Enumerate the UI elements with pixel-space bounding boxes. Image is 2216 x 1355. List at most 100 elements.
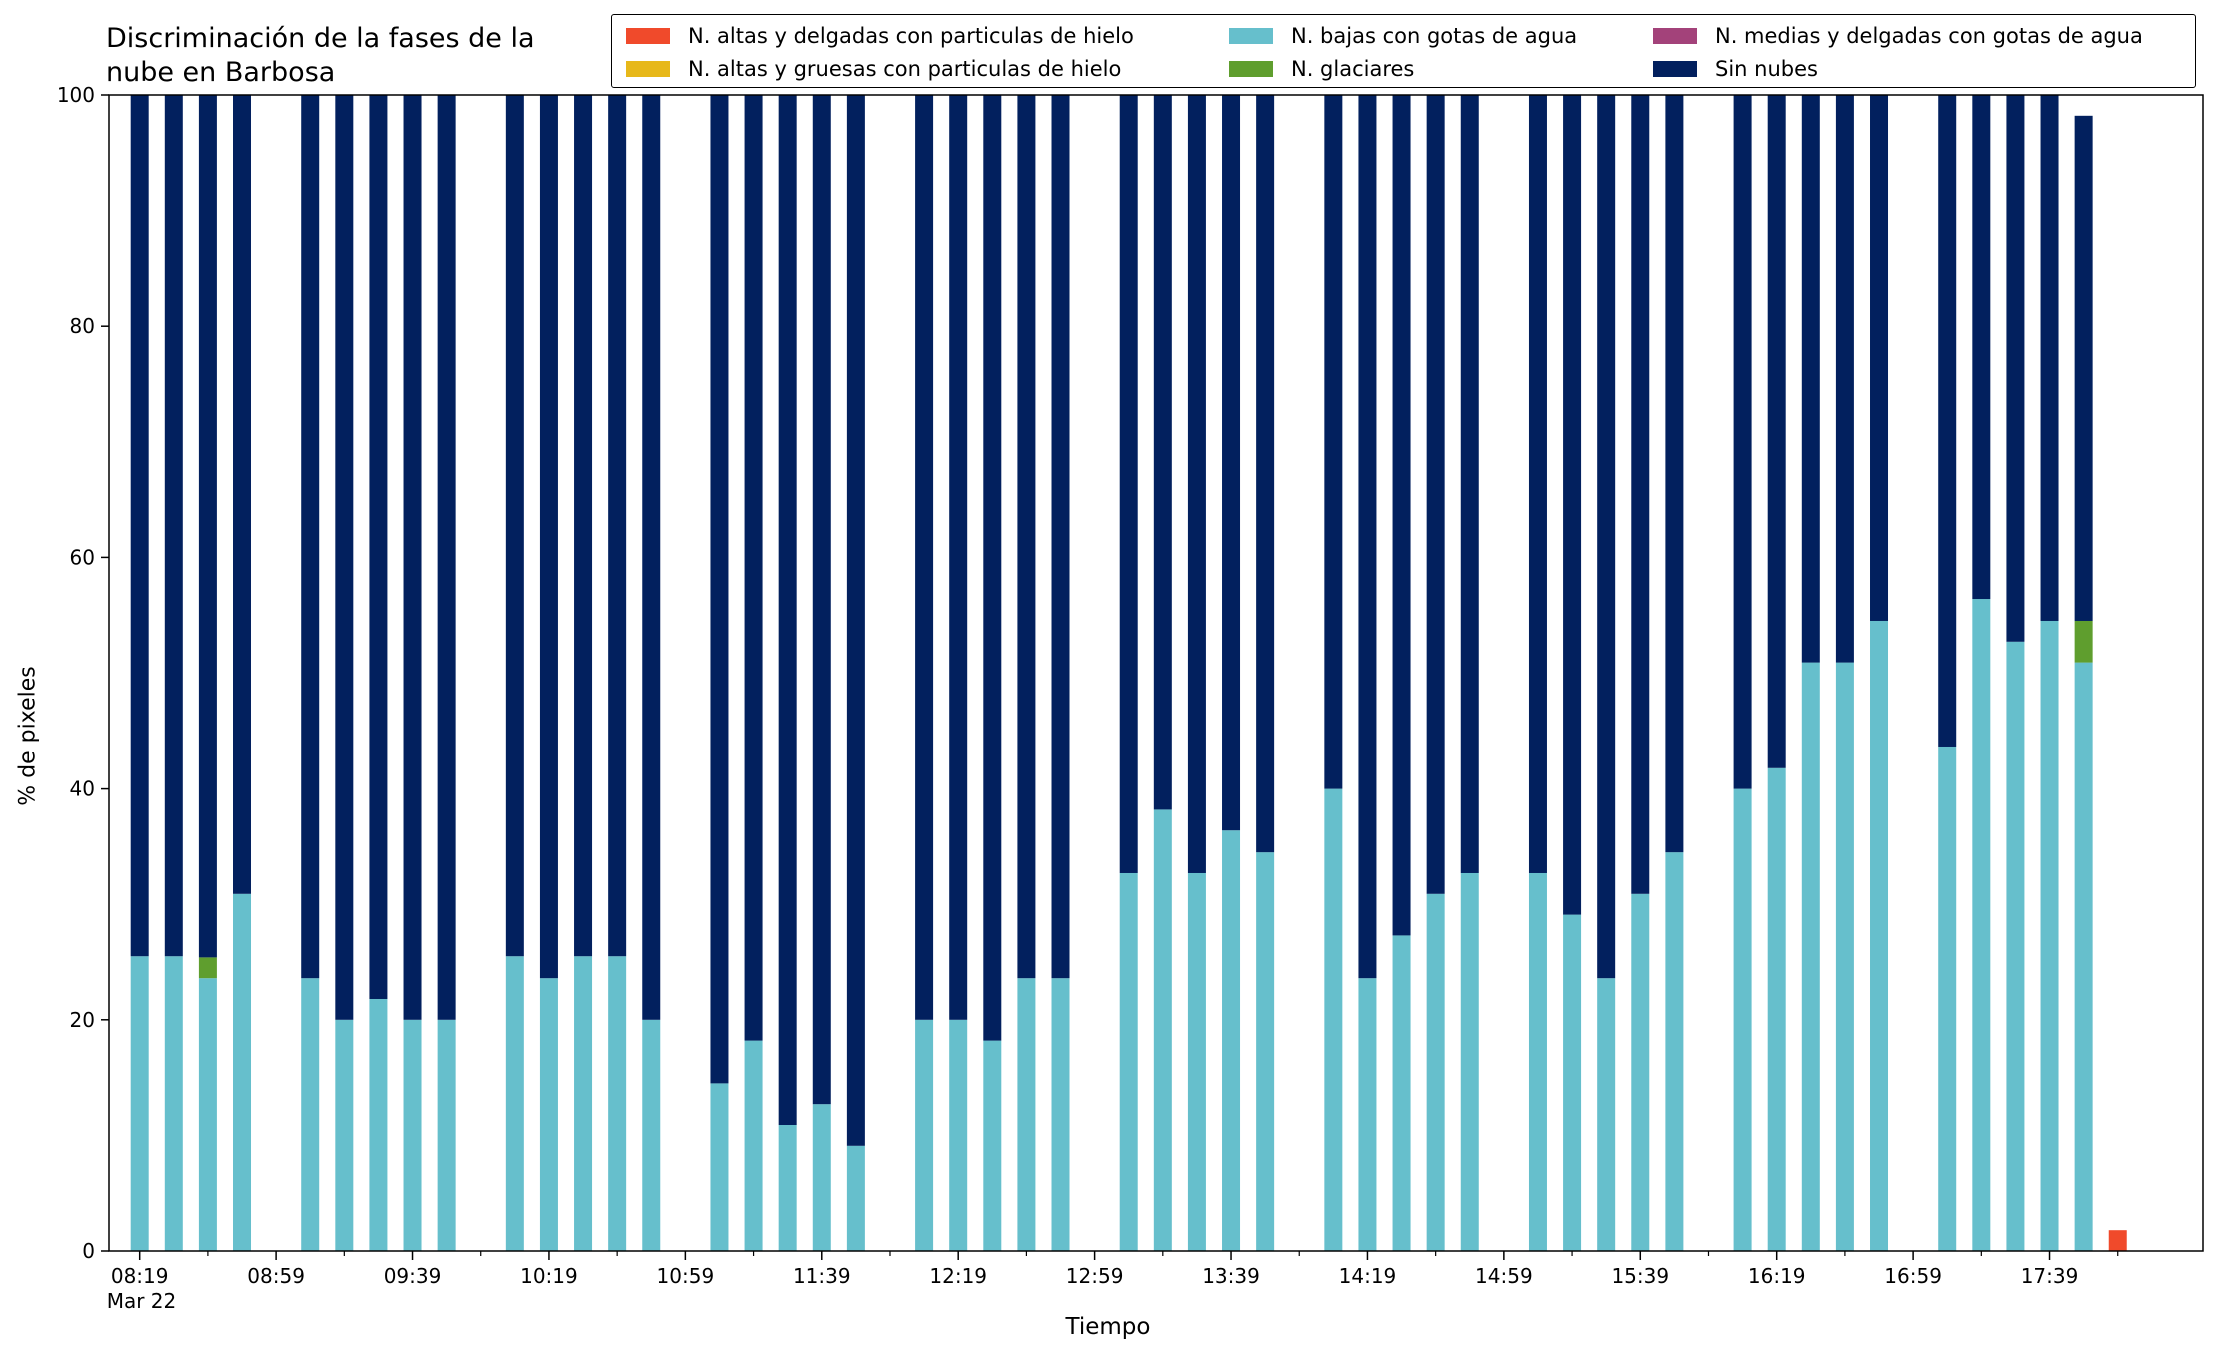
bar-segment xyxy=(1392,95,1411,936)
bar-segment xyxy=(233,893,252,1251)
bar-segment xyxy=(1153,95,1172,810)
x-tick-label: 08:19 xyxy=(111,1264,169,1288)
legend-item: N. altas y delgadas con particulas de hi… xyxy=(626,24,1134,48)
bar-segment xyxy=(1017,95,1036,979)
chart-title: Discriminación de la fases de la nube en… xyxy=(106,23,535,88)
bar-segment xyxy=(812,1104,831,1251)
legend-swatch xyxy=(1229,61,1273,77)
bar-segment xyxy=(1256,852,1275,1251)
bar-segment xyxy=(2006,641,2025,1251)
bar-segment xyxy=(744,1040,763,1251)
bar-segment xyxy=(505,956,524,1251)
bar-segment xyxy=(1972,95,1991,600)
bar-segment xyxy=(949,1019,968,1251)
legend-item: N. bajas con gotas de agua xyxy=(1229,24,1577,48)
bar-segment xyxy=(1870,95,1889,621)
bar-segment xyxy=(1426,893,1445,1251)
bar-segment xyxy=(1051,978,1070,1251)
bar-segment xyxy=(539,95,558,979)
bar-segment xyxy=(1528,95,1547,873)
bar-segment xyxy=(1460,95,1479,873)
y-tick-label: 40 xyxy=(70,777,95,801)
bar-segment xyxy=(778,1124,797,1251)
bar-segment xyxy=(710,1083,729,1251)
bar-segment xyxy=(164,956,183,1251)
bar-segment xyxy=(233,95,252,894)
legend-swatch xyxy=(1229,28,1273,44)
bar-segment xyxy=(1597,978,1616,1251)
y-tick-label: 60 xyxy=(70,545,95,569)
x-tick-label: 11:39 xyxy=(793,1264,851,1288)
legend-label: N. medias y delgadas con gotas de agua xyxy=(1715,24,2143,48)
bar-segment xyxy=(1017,978,1036,1251)
bar-segment xyxy=(198,957,217,979)
bar-segment xyxy=(2040,95,2059,621)
x-tick-label: 14:59 xyxy=(1475,1264,1533,1288)
bar-segment xyxy=(437,1019,456,1251)
x-tick-label: 12:19 xyxy=(929,1264,987,1288)
bar-segment xyxy=(1222,830,1241,1251)
x-tick-label: 14:19 xyxy=(1339,1264,1397,1288)
legend-swatch xyxy=(626,61,670,77)
bar-segment xyxy=(1051,95,1070,979)
x-tick-label: 10:19 xyxy=(520,1264,578,1288)
legend-item: Sin nubes xyxy=(1653,57,1818,81)
legend-label: N. bajas con gotas de agua xyxy=(1291,24,1578,48)
bar-segment xyxy=(1528,872,1547,1251)
x-tick-label: 17:39 xyxy=(2021,1264,2079,1288)
bar-segment xyxy=(1801,95,1820,663)
bar-segment xyxy=(983,95,1002,1041)
bar-segment xyxy=(437,95,456,1020)
bar-segment xyxy=(642,95,661,1020)
bar-segment xyxy=(1972,599,1991,1251)
bar-segment xyxy=(335,95,354,1020)
bar-segment xyxy=(1733,95,1752,789)
bars-group xyxy=(130,95,2127,1251)
x-tick-sublabel: Mar 22 xyxy=(107,1289,177,1313)
bar-segment xyxy=(1597,95,1616,979)
bar-segment xyxy=(1187,872,1206,1251)
bar-segment xyxy=(1767,767,1786,1251)
bar-segment xyxy=(1801,662,1820,1251)
legend-item: N. altas y gruesas con particulas de hie… xyxy=(626,57,1121,81)
axes-group: 0 20 40 60 80 100 08:19 08:59 09:39 10:19 10:59 11:… xyxy=(57,83,2204,1313)
bar-segment xyxy=(1938,746,1957,1251)
bar-segment xyxy=(1119,95,1138,873)
x-tick-label: 08:59 xyxy=(247,1264,305,1288)
x-tick-label: 13:39 xyxy=(1202,1264,1260,1288)
y-tick-label: 100 xyxy=(57,83,95,107)
bar-segment xyxy=(846,1145,865,1251)
bar-segment xyxy=(505,95,524,957)
x-tick-label: 16:59 xyxy=(1884,1264,1942,1288)
bar-segment xyxy=(130,95,149,957)
bar-segment xyxy=(1426,95,1445,894)
bar-segment xyxy=(1222,95,1241,831)
bar-segment xyxy=(608,956,627,1251)
bar-segment xyxy=(403,1019,422,1251)
legend-swatch xyxy=(626,28,670,44)
bar-segment xyxy=(2040,620,2059,1251)
y-tick-label: 20 xyxy=(70,1008,95,1032)
bar-segment xyxy=(846,95,865,1146)
bar-segment xyxy=(1733,788,1752,1251)
bar-segment xyxy=(1767,95,1786,768)
legend-item: N. medias y delgadas con gotas de agua xyxy=(1653,24,2143,48)
bar-segment xyxy=(1835,95,1854,663)
bar-segment xyxy=(1835,662,1854,1251)
bar-segment xyxy=(983,1040,1002,1251)
bar-segment xyxy=(1938,95,1957,747)
bar-segment xyxy=(642,1019,661,1251)
bar-segment xyxy=(744,95,763,1041)
bar-segment xyxy=(164,95,183,957)
bar-segment xyxy=(1870,620,1889,1251)
bar-segment xyxy=(335,1019,354,1251)
bar-segment xyxy=(198,95,217,958)
legend-swatch xyxy=(1653,61,1697,77)
bar-segment xyxy=(1358,978,1377,1251)
bar-segment xyxy=(1392,935,1411,1251)
bar-segment xyxy=(130,956,149,1251)
x-tick-label: 10:59 xyxy=(657,1264,715,1288)
bar-segment xyxy=(2006,95,2025,642)
bar-segment xyxy=(1358,95,1377,979)
